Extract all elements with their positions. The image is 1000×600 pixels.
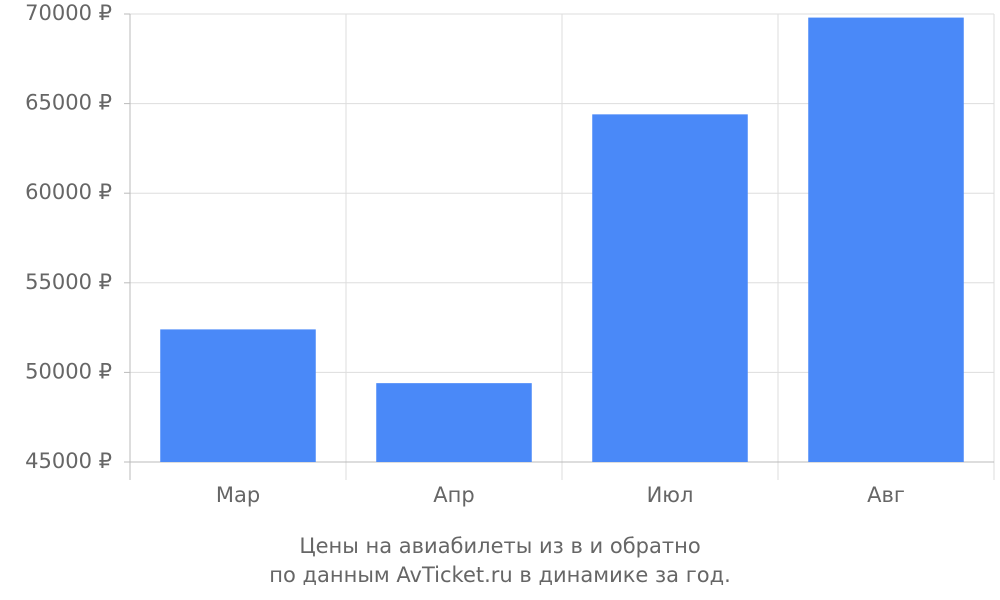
x-tick-label: Апр <box>433 483 474 507</box>
chart-title: по данным AvTicket.ru в динамике за год. <box>269 563 731 587</box>
chart-title: Цены на авиабилеты из в и обратно <box>299 534 700 558</box>
x-tick-label: Июл <box>647 483 694 507</box>
y-tick-label: 55000 ₽ <box>25 270 112 294</box>
y-tick-label: 45000 ₽ <box>25 449 112 473</box>
y-tick-label: 70000 ₽ <box>25 1 112 25</box>
x-tick-label: Мар <box>216 483 260 507</box>
bar <box>592 114 748 463</box>
bar <box>808 17 964 463</box>
bar <box>376 383 532 462</box>
y-tick-label: 65000 ₽ <box>25 91 112 115</box>
x-tick-label: Авг <box>867 483 905 507</box>
y-tick-label: 60000 ₽ <box>25 180 112 204</box>
y-tick-label: 50000 ₽ <box>25 359 112 383</box>
bar <box>160 329 316 462</box>
